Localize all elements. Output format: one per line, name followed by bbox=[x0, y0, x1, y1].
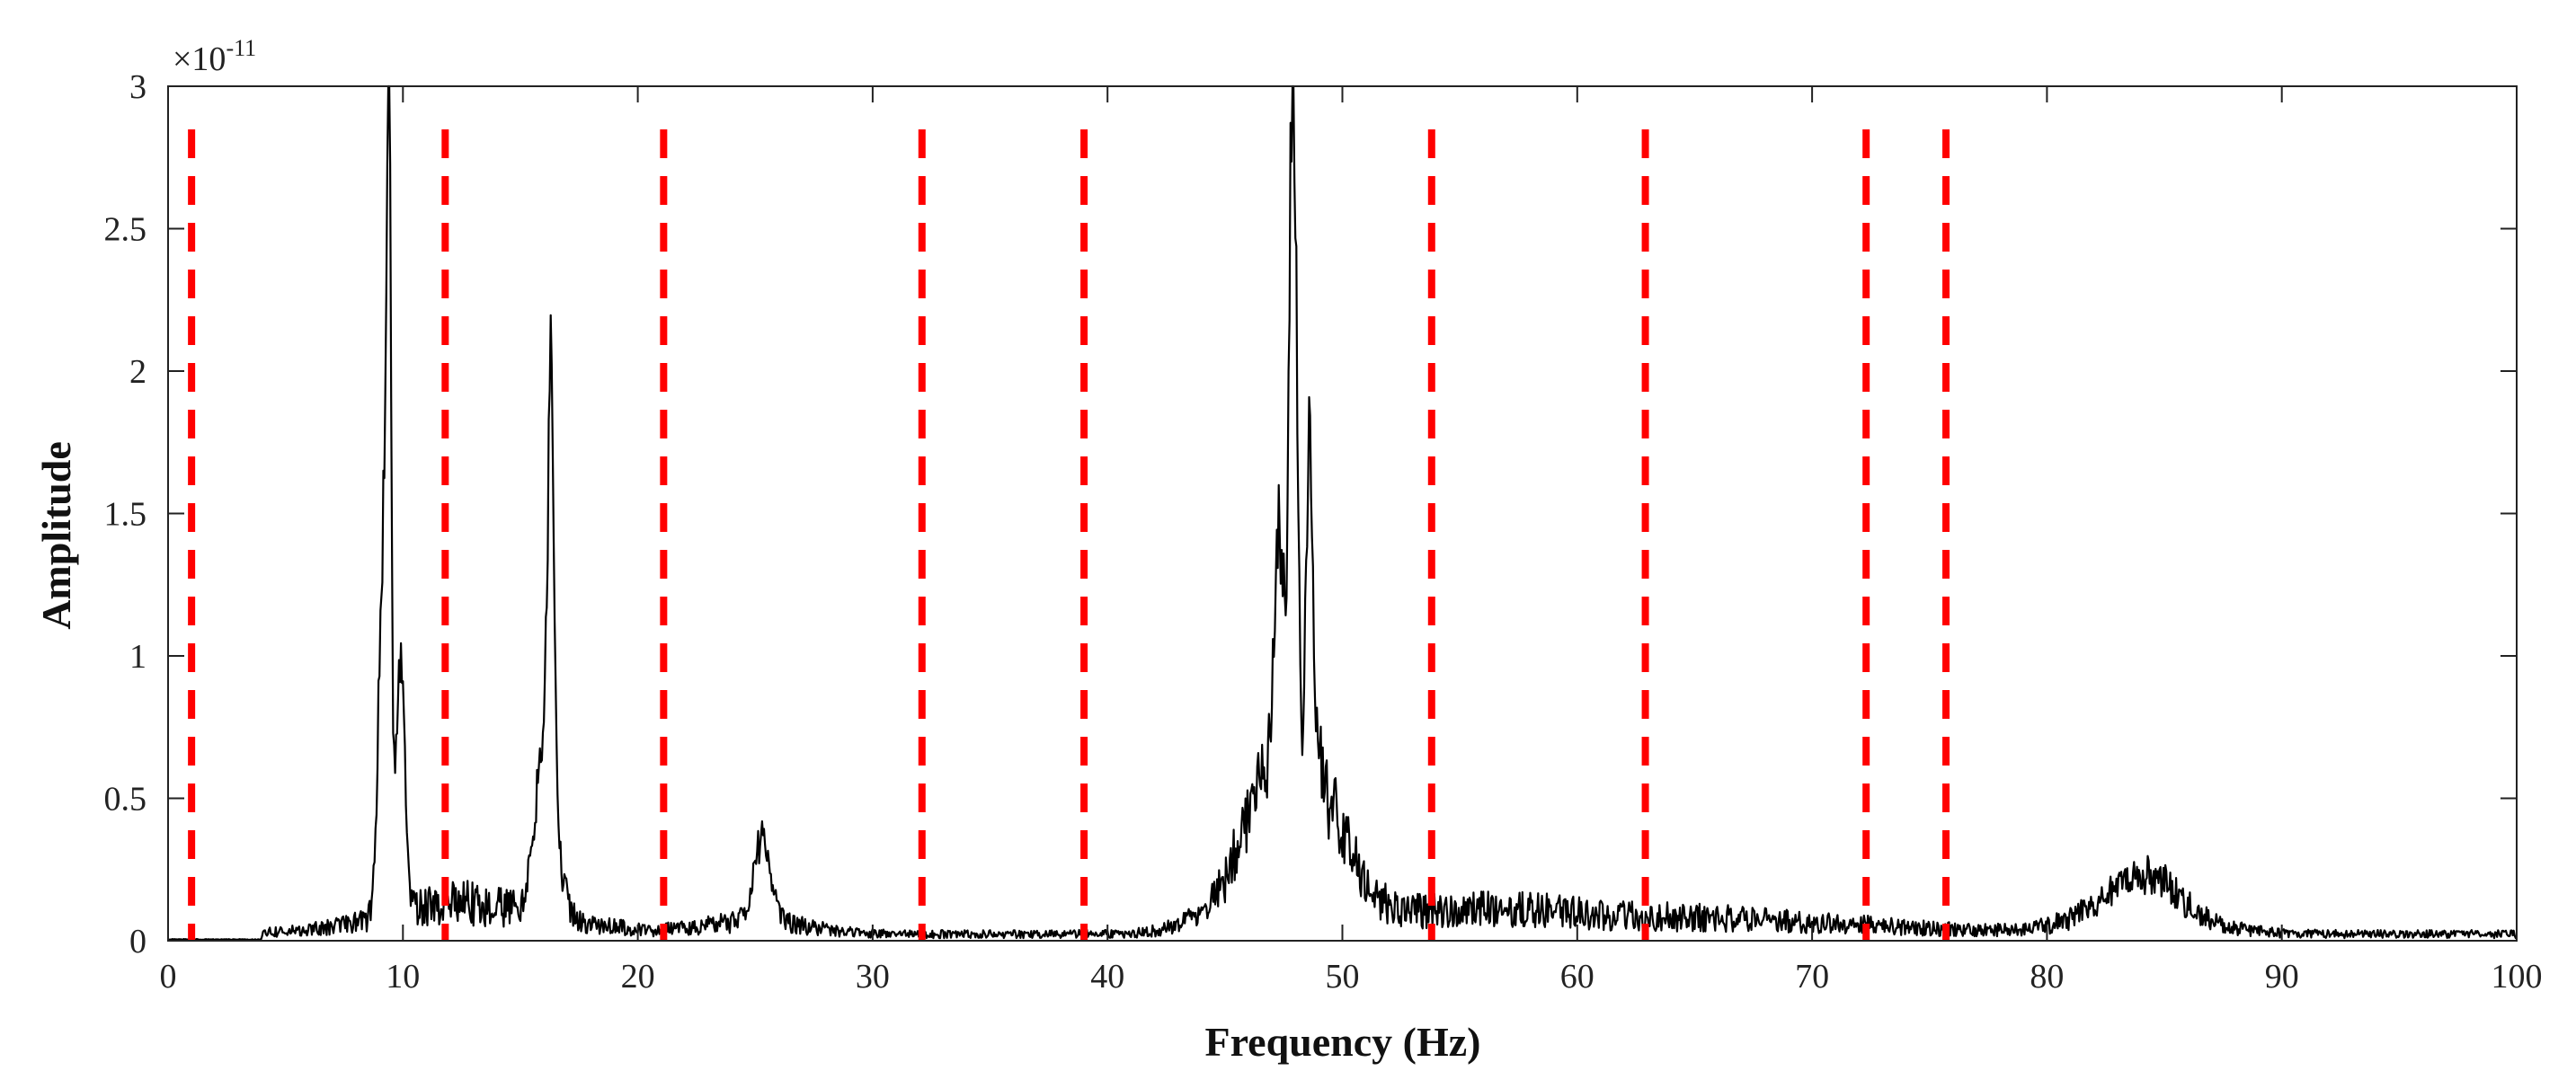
x-tick-label: 10 bbox=[386, 958, 420, 996]
x-tick-label: 80 bbox=[2030, 958, 2064, 996]
x-tick-label: 60 bbox=[1560, 958, 1594, 996]
y-tick-label: 0 bbox=[129, 923, 147, 960]
y-tick-label: 0.5 bbox=[104, 781, 147, 819]
y-axis-title: Amplitude bbox=[33, 441, 79, 630]
y-tick-label: 1.5 bbox=[104, 496, 147, 534]
y-scale-factor: ×10-11 bbox=[173, 35, 256, 78]
x-tick-label: 100 bbox=[2492, 958, 2543, 996]
y-scale-exponent: -11 bbox=[226, 35, 256, 61]
x-tick-label: 50 bbox=[1326, 958, 1360, 996]
x-tick-label: 70 bbox=[1795, 958, 1829, 996]
axes: 0 10 20 30 40 50 60 70 80 90 100 0 0.5 1 1.5 2 2.5 3 bbox=[104, 68, 2543, 996]
x-tick-label: 90 bbox=[2265, 958, 2299, 996]
spectrum-line bbox=[168, 84, 2518, 942]
plot-area bbox=[168, 84, 2518, 942]
x-tick-label: 40 bbox=[1090, 958, 1124, 996]
x-tick-label: 0 bbox=[160, 958, 177, 996]
y-scale-base: ×10 bbox=[173, 40, 226, 78]
y-tick-label: 1 bbox=[129, 638, 147, 676]
y-tick-label: 3 bbox=[129, 68, 147, 106]
x-tick-label: 20 bbox=[621, 958, 655, 996]
y-tick-label: 2 bbox=[129, 353, 147, 391]
x-axis-title: Frequency (Hz) bbox=[1204, 1019, 1480, 1065]
x-tick-label: 30 bbox=[856, 958, 890, 996]
y-tick-label: 2.5 bbox=[104, 211, 147, 249]
